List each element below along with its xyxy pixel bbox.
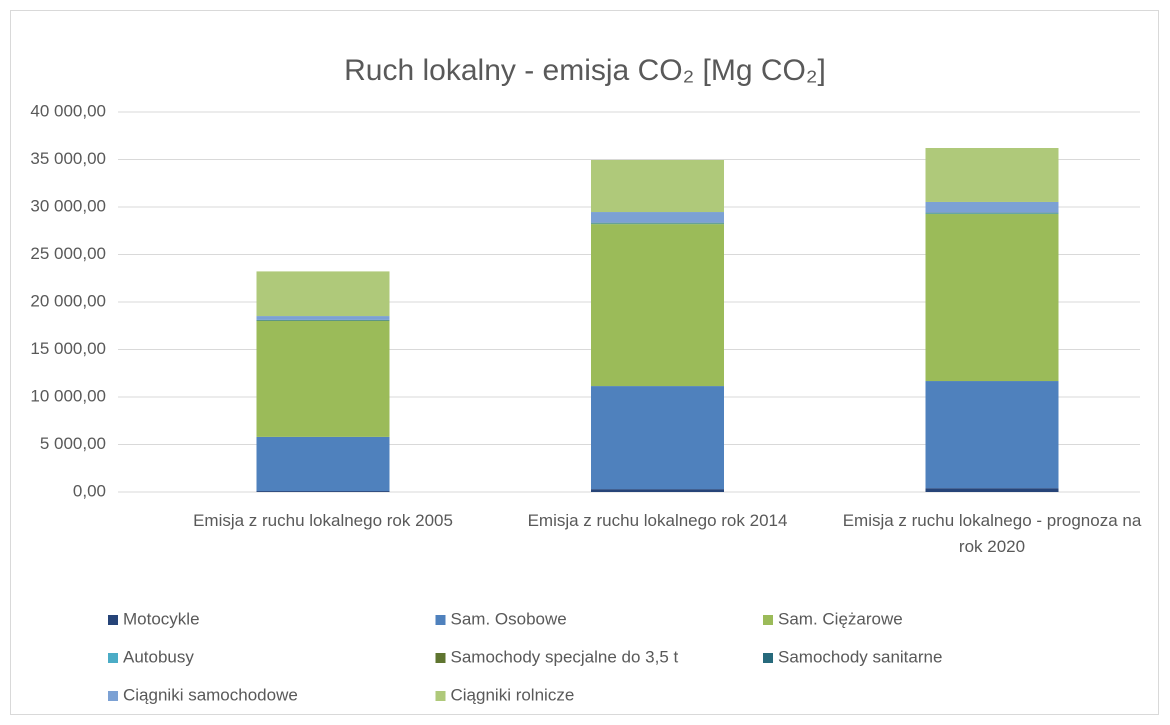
bar-segment [591,489,724,492]
bar-segment [256,491,390,492]
legend-label: Samochody specjalne do 3,5 t [451,647,679,666]
y-tick-label: 10 000,00 [30,386,106,405]
legend-label: Sam. Osobowe [451,609,567,628]
legend-label: Autobusy [123,647,194,666]
bar-segment [256,271,390,317]
bar-segment [591,386,724,490]
bar-segment [925,148,1059,202]
x-tick-label: Emisja z ruchu lokalnego rok 2014 [527,511,788,530]
bar-segment [925,381,1059,489]
legend-label: Sam. Ciężarowe [778,609,903,628]
bar-segment [925,488,1059,492]
y-tick-label: 20 000,00 [30,291,106,310]
x-tick-label: Emisja z ruchu lokalnego rok 2005 [193,511,453,530]
bar-segment [591,159,724,213]
bar-segment [591,223,724,225]
y-tick-label: 35 000,00 [30,149,106,168]
legend-swatch [108,615,118,625]
y-tick-label: 30 000,00 [30,196,106,215]
chart-title: Ruch lokalny - emisja CO₂ [Mg CO₂] [344,54,826,87]
legend-label: Samochody sanitarne [778,647,942,666]
legend-label: Ciągniki samochodowe [123,685,298,704]
legend-label: Motocykle [123,609,200,628]
bar-segment [591,212,724,223]
legend-swatch [108,653,118,663]
legend-swatch [435,615,446,625]
legend-swatch [108,691,118,701]
bar-segment [256,436,390,492]
bar-segment [256,316,390,320]
y-tick-label: 0,00 [73,481,106,500]
bar-segment [925,214,1059,382]
y-tick-label: 40 000,00 [30,101,106,120]
y-tick-label: 25 000,00 [30,244,106,263]
bar-segment [925,213,1059,215]
legend-swatch [763,653,773,663]
y-tick-label: 5 000,00 [40,434,106,453]
bar-segment [591,224,724,387]
bar-segment [925,201,1059,213]
legend-swatch [435,653,446,663]
bar-segment [256,321,390,437]
legend-swatch [435,691,446,701]
x-tick-label: Emisja z ruchu lokalnego - prognoza na r… [842,511,1142,556]
y-tick-label: 15 000,00 [30,339,106,358]
legend-label: Ciągniki rolnicze [451,685,575,704]
legend-swatch [763,615,773,625]
